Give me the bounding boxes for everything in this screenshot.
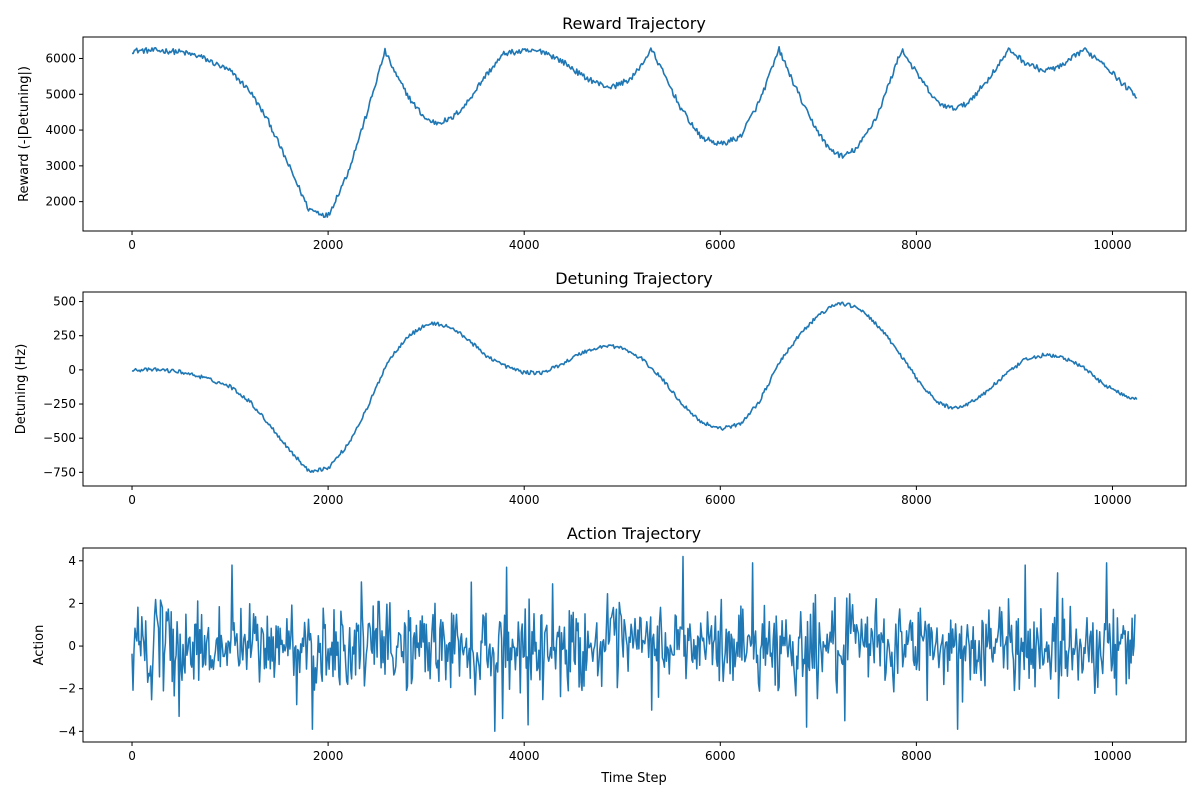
y-tick-label: 4	[68, 554, 76, 568]
plot-frame	[82, 36, 1187, 232]
y-tick-label: −750	[43, 465, 76, 479]
reward-series-line	[131, 46, 1138, 218]
x-tick-label: 0	[128, 749, 136, 763]
x-tick-label: 6000	[705, 238, 736, 252]
action-chart-title: Action Trajectory	[567, 524, 701, 543]
y-tick-label: 2	[68, 596, 76, 610]
x-tick-label: 6000	[705, 749, 736, 763]
x-tick-label: 8000	[901, 749, 932, 763]
reward-chart-title: Reward Trajectory	[562, 14, 706, 33]
y-tick-label: 6000	[45, 51, 76, 65]
action-x-axis-label: Time Step	[600, 771, 667, 786]
y-tick-label: 5000	[45, 87, 76, 101]
x-tick-label: 2000	[313, 749, 344, 763]
subplot-detuning: Detuning Trajectory Detuning (Hz) 0 2000 4…	[14, 269, 1187, 507]
y-tick-label: 0	[68, 639, 76, 653]
detuning-series-line	[131, 301, 1138, 473]
y-tick-label: −250	[43, 397, 76, 411]
x-tick-label: 4000	[509, 749, 540, 763]
y-tick-label: 4000	[45, 123, 76, 137]
y-tick-label: 2000	[45, 195, 76, 209]
action-series-line	[131, 555, 1136, 733]
y-tick-label: −4	[58, 724, 76, 738]
x-tick-label: 2000	[313, 238, 344, 252]
x-tick-label: 2000	[313, 493, 344, 507]
plot-frame	[82, 547, 1187, 743]
x-tick-label: 10000	[1093, 749, 1131, 763]
detuning-chart-title: Detuning Trajectory	[555, 269, 713, 288]
reward-y-axis-label: Reward (-|Detuning|)	[17, 66, 32, 202]
x-tick-label: 10000	[1093, 238, 1131, 252]
action-y-axis-label: Action	[32, 625, 47, 666]
y-tick-label: −500	[43, 431, 76, 445]
x-tick-label: 0	[128, 493, 136, 507]
y-tick-label: 0	[68, 363, 76, 377]
subplot-action: Action Trajectory Action Time Step 0 2000…	[32, 524, 1187, 786]
x-tick-label: 0	[128, 238, 136, 252]
y-tick-label: 3000	[45, 159, 76, 173]
x-tick-label: 4000	[509, 493, 540, 507]
y-tick-label: 250	[53, 329, 76, 343]
y-tick-label: 500	[53, 295, 76, 309]
y-tick-label: −2	[58, 682, 76, 696]
x-tick-label: 4000	[509, 238, 540, 252]
subplot-reward: Reward Trajectory Reward (-|Detuning|) 0…	[17, 14, 1187, 252]
x-tick-label: 8000	[901, 493, 932, 507]
plot-frame	[82, 291, 1187, 487]
x-tick-label: 6000	[705, 493, 736, 507]
x-tick-label: 10000	[1093, 493, 1131, 507]
detuning-y-axis-label: Detuning (Hz)	[14, 344, 29, 435]
x-tick-label: 8000	[901, 238, 932, 252]
